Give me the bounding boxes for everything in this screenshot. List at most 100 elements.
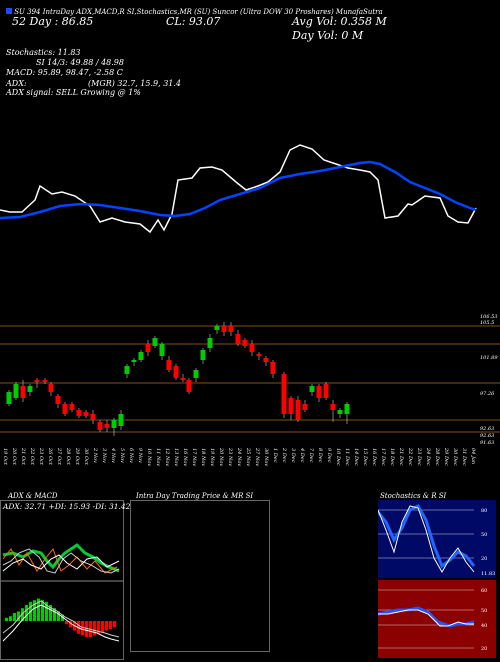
intra-panel-title: Intra Day Trading Price & MR SI xyxy=(136,492,254,500)
si-readout: SI 14/3: 49.88 / 48.98 xyxy=(36,58,124,67)
macd-bar xyxy=(109,621,112,629)
main-chart: 106.53 105.5 101.89 97.26 92.63 92.63 91… xyxy=(0,144,500,466)
candle-body xyxy=(330,404,336,410)
date-label: 29 Dec xyxy=(443,447,449,466)
date-label: 19 Oct xyxy=(2,448,8,466)
price-gridlines xyxy=(0,325,500,433)
candle-body xyxy=(124,366,130,374)
candle-body xyxy=(20,386,26,398)
date-label: 9 Dec xyxy=(326,448,332,463)
macd-bar xyxy=(85,621,88,637)
candle-body xyxy=(228,326,234,332)
macd-bar xyxy=(65,621,68,625)
adx-label: ADX: xyxy=(6,79,27,88)
date-label: 17 Nov xyxy=(191,448,197,466)
mgr-readout: (MGR) 32.7, 15.9, 31.4 xyxy=(88,79,181,88)
candle-body xyxy=(159,344,165,356)
candle-body xyxy=(104,424,110,428)
day-volume: Day Vol: 0 M xyxy=(292,29,364,42)
macd-readout: MACD: 95.89, 98.47, -2.58 C xyxy=(6,68,123,77)
macd-bar xyxy=(101,621,104,633)
adx-panel-title: ADX & MACD xyxy=(8,492,58,500)
stoch-axis-label: 80 xyxy=(481,508,487,514)
macd-bar xyxy=(61,614,64,621)
macd-bar xyxy=(9,616,12,621)
candlesticks xyxy=(6,322,350,436)
candle-body xyxy=(145,344,151,352)
candle-body xyxy=(316,386,322,398)
date-label: 8 Dec xyxy=(317,448,323,463)
candle-body xyxy=(76,410,82,416)
candle-body xyxy=(138,352,144,360)
macd-bar xyxy=(57,611,60,621)
date-label: 20 Nov xyxy=(218,447,224,466)
stoch-axis-label: 50 xyxy=(481,532,487,538)
candle-body xyxy=(249,344,255,352)
price-label: 105.5 xyxy=(480,320,494,326)
macd-bar xyxy=(97,621,100,634)
candle-body xyxy=(27,386,33,392)
adx-macd-panel: ADX: 32.71 +DI: 15.93 -DI: 31.42 xyxy=(0,500,130,660)
adx-macd-plot xyxy=(1,543,123,642)
candle-body xyxy=(302,404,308,410)
macd-bar xyxy=(17,611,20,621)
price-label: 92.63 xyxy=(480,426,494,432)
trend-line-white xyxy=(0,144,477,234)
date-label: 21 Oct xyxy=(20,447,26,466)
candle-body xyxy=(323,384,329,398)
candle-body xyxy=(34,380,40,382)
macd-bar xyxy=(53,608,56,621)
candle-body xyxy=(6,392,12,404)
date-label: 16 Dec xyxy=(371,448,377,466)
date-label: 23 Nov xyxy=(227,447,233,466)
date-label: 30 Nov xyxy=(263,448,269,466)
candle-body xyxy=(152,338,158,346)
mr-panel: 60 50 40 20 xyxy=(377,580,496,658)
candle-body xyxy=(263,358,269,362)
close-value: CL: 93.07 xyxy=(166,15,221,28)
candle-body xyxy=(131,360,137,362)
date-label: 11 Dec xyxy=(344,448,350,466)
macd-bar xyxy=(113,621,116,628)
candle-body xyxy=(62,404,68,414)
candle-body xyxy=(200,350,206,360)
date-label: 18 Nov xyxy=(200,448,206,466)
candle-body xyxy=(118,414,124,426)
candle-body xyxy=(83,412,89,416)
candle-body xyxy=(186,380,192,392)
candle-body xyxy=(207,338,213,348)
macd-bar xyxy=(41,600,44,621)
candle-body xyxy=(111,420,117,428)
date-label: 23 Dec xyxy=(416,447,422,466)
macd-bar xyxy=(69,621,72,628)
date-label: 1 Dec xyxy=(272,448,278,463)
candle-body xyxy=(221,326,227,332)
date-label: 7 Dec xyxy=(308,448,314,463)
price-label: 97.26 xyxy=(480,391,495,397)
week-range: 52 Day : 86.85 xyxy=(12,15,94,28)
date-label: 4 Dec xyxy=(299,447,305,463)
candle-body xyxy=(42,380,48,382)
mr-axis-label: 40 xyxy=(481,623,487,629)
candle-body xyxy=(173,366,179,378)
date-label: 13 Nov xyxy=(173,448,179,466)
mr-axis-label: 20 xyxy=(481,646,487,652)
date-label: 31 Dec xyxy=(461,448,467,466)
date-label: 19 Nov xyxy=(209,448,215,466)
stochastics-readout: Stochastics: 11.83 xyxy=(6,48,81,57)
macd-bar xyxy=(25,605,28,621)
macd-bar xyxy=(5,617,8,621)
candle-body xyxy=(55,396,61,404)
date-label: 3 Dec xyxy=(290,448,296,463)
macd-bar xyxy=(37,598,40,621)
macd-bar xyxy=(105,621,108,631)
candle-body xyxy=(166,360,172,370)
date-label: 16 Nov xyxy=(182,448,188,466)
stochastics-panel: 80 50 20 11.83 xyxy=(376,500,496,578)
candle-body xyxy=(13,384,19,398)
intra-day-panel xyxy=(130,500,270,652)
stochastics-plot: 80 50 20 11.83 xyxy=(376,504,495,577)
mr-axis-label: 60 xyxy=(481,588,487,594)
date-label: 27 Oct xyxy=(56,447,62,466)
candle-body xyxy=(235,334,241,344)
